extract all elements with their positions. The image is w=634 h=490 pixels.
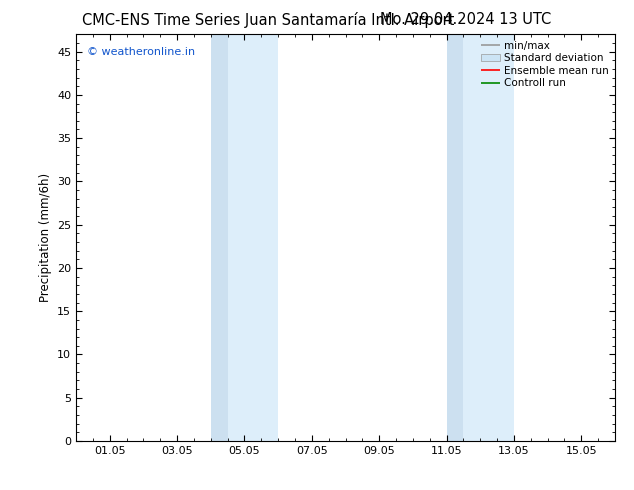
Y-axis label: Precipitation (mm/6h): Precipitation (mm/6h) bbox=[39, 173, 51, 302]
Bar bbox=[228, 34, 278, 441]
Text: Mo. 29.04.2024 13 UTC: Mo. 29.04.2024 13 UTC bbox=[380, 12, 552, 27]
Legend: min/max, Standard deviation, Ensemble mean run, Controll run: min/max, Standard deviation, Ensemble me… bbox=[477, 36, 613, 93]
Text: CMC-ENS Time Series Juan Santamaría Intl. Airport: CMC-ENS Time Series Juan Santamaría Intl… bbox=[82, 12, 455, 28]
Bar bbox=[210, 34, 228, 441]
Text: © weatheronline.in: © weatheronline.in bbox=[87, 47, 195, 56]
Bar bbox=[463, 34, 514, 441]
Bar bbox=[446, 34, 463, 441]
